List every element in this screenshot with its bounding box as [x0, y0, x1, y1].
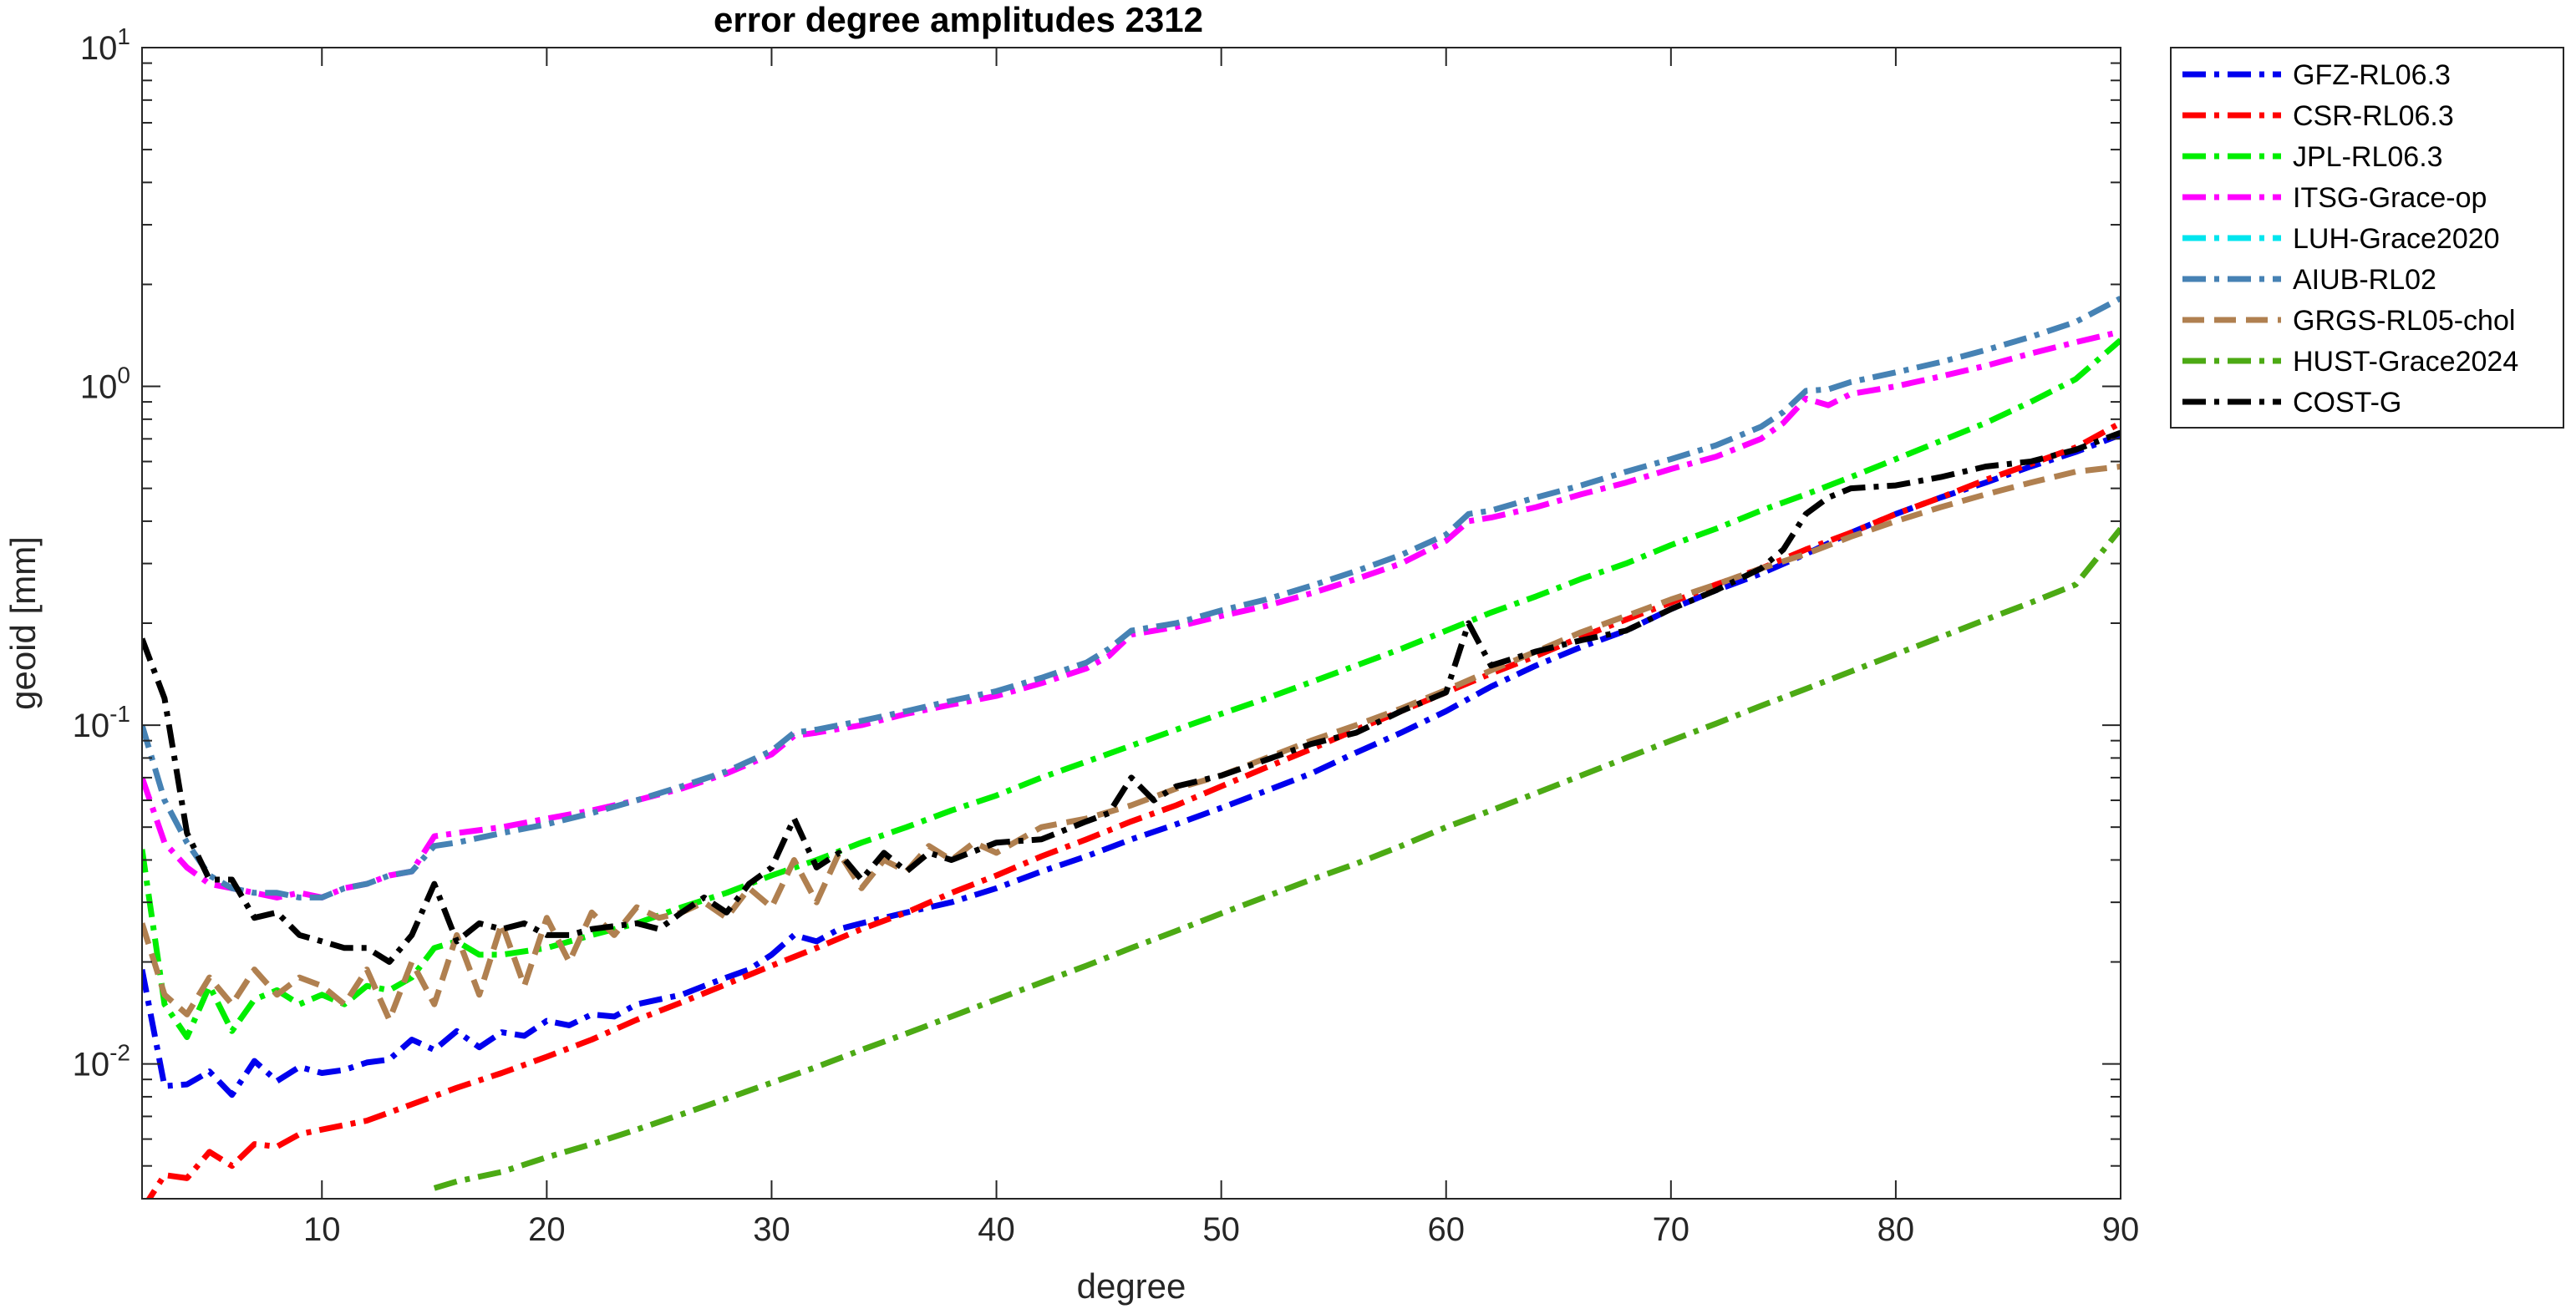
x-tick-label: 30 [753, 1211, 790, 1248]
x-tick-label: 70 [1653, 1211, 1690, 1248]
y-tick-base: 10 [73, 708, 110, 744]
legend-entry-label: GRGS-RL05-chol [2293, 305, 2515, 337]
x-axis: 10 20 30 40 50 60 70 80 90 [303, 48, 2139, 1248]
legend: GFZ-RL06.3 CSR-RL06.3 JPL-RL06.3 ITSG-Grace… [2170, 47, 2564, 429]
series-layer [142, 296, 2121, 1199]
y-axis-label: geoid [mm] [3, 536, 43, 710]
legend-entry-label: AIUB-RL02 [2293, 264, 2436, 296]
y-tick-label: 100 [80, 363, 130, 406]
x-tick-label: 20 [528, 1211, 566, 1248]
x-tick-label: 10 [303, 1211, 341, 1248]
series-line-cost-g [142, 429, 2121, 965]
legend-entry-label: JPL-RL06.3 [2293, 141, 2443, 173]
legend-entry-label: ITSG-Grace-op [2293, 182, 2487, 214]
series-line-jpl-rl06-3 [142, 337, 2121, 1040]
y-tick-exponent: -2 [109, 1040, 130, 1066]
y-tick-exponent: 0 [117, 363, 130, 388]
y-tick-base: 10 [80, 30, 118, 67]
legend-entry-label: LUH-Grace2020 [2293, 223, 2500, 255]
y-tick-exponent: -1 [109, 701, 130, 727]
plot-area [142, 48, 2121, 1199]
x-tick-label: 60 [1427, 1211, 1465, 1248]
legend-entry-label: CSR-RL06.3 [2293, 100, 2454, 132]
x-tick-label: 90 [2102, 1211, 2140, 1248]
y-tick-exponent: 1 [117, 23, 130, 49]
x-tick-label: 50 [1202, 1211, 1240, 1248]
series-line-itsg-grace-op [142, 328, 2121, 901]
legend-entry-label: GFZ-RL06.3 [2293, 59, 2451, 91]
legend-entry-label: HUST-Grace2024 [2293, 346, 2518, 378]
series-line-hust-grace2024 [433, 526, 2121, 1191]
y-tick-label: 10-2 [73, 1040, 130, 1083]
y-tick-base: 10 [80, 369, 118, 406]
x-tick-label: 40 [978, 1211, 1015, 1248]
series-line-aiub-rl02 [142, 296, 2121, 901]
y-tick-base: 10 [73, 1047, 110, 1083]
y-tick-label: 101 [80, 23, 130, 67]
legend-entry-label: COST-G [2293, 387, 2401, 419]
x-tick-label: 80 [1877, 1211, 1915, 1248]
x-axis-label: degree [1077, 1266, 1186, 1306]
chart-title: error degree amplitudes 2312 [714, 0, 1203, 39]
y-tick-label: 10-1 [73, 701, 130, 744]
series-line-gfz-rl06-3 [142, 432, 2121, 1098]
